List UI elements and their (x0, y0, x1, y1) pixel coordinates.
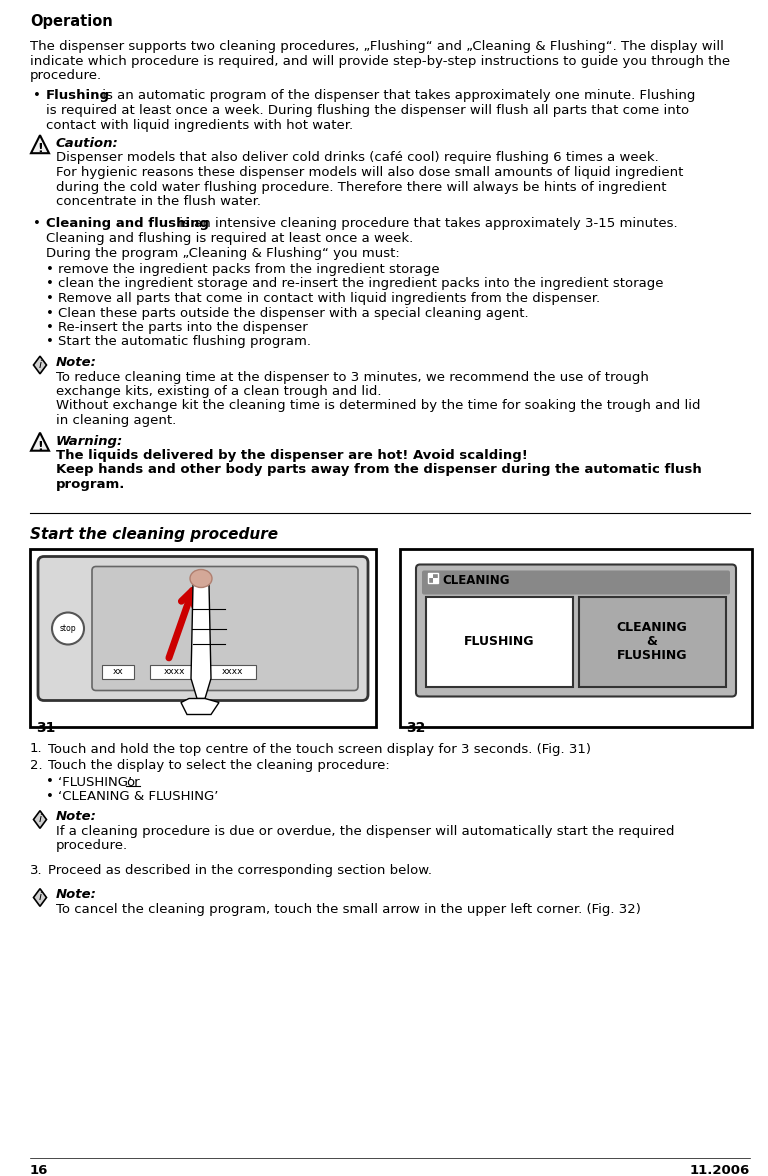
Text: 3.: 3. (30, 864, 43, 877)
Text: ‘FLUSHING’: ‘FLUSHING’ (58, 775, 137, 788)
Text: Clean these parts outside the dispenser with a special cleaning agent.: Clean these parts outside the dispenser … (58, 307, 528, 320)
Polygon shape (181, 699, 219, 715)
Text: To reduce cleaning time at the dispenser to 3 minutes, we recommend the use of t: To reduce cleaning time at the dispenser… (56, 370, 649, 383)
Text: xxxx: xxxx (221, 667, 243, 676)
Text: in cleaning agent.: in cleaning agent. (56, 414, 176, 427)
FancyBboxPatch shape (416, 564, 736, 696)
Text: or: or (126, 775, 140, 788)
Text: During the program „Cleaning & Flushing“ you must:: During the program „Cleaning & Flushing“… (46, 247, 400, 260)
Text: Operation: Operation (30, 14, 113, 29)
Text: •: • (46, 263, 54, 276)
Text: The dispenser supports two cleaning procedures, „Flushing“ and „Cleaning & Flush: The dispenser supports two cleaning proc… (30, 40, 724, 53)
Bar (428, 573, 438, 582)
Bar (579, 596, 726, 687)
Text: Note:: Note: (56, 810, 97, 823)
Text: xx: xx (113, 667, 124, 676)
Text: CLEANING: CLEANING (617, 621, 687, 634)
Text: Warning:: Warning: (56, 434, 123, 448)
Bar (150, 664, 198, 679)
Text: Caution:: Caution: (56, 136, 119, 151)
Text: clean the ingredient storage and re-insert the ingredient packs into the ingredi: clean the ingredient storage and re-inse… (58, 278, 664, 290)
Text: contact with liquid ingredients with hot water.: contact with liquid ingredients with hot… (46, 119, 353, 132)
Text: i: i (38, 893, 41, 902)
Text: •: • (33, 218, 41, 230)
Text: Proceed as described in the corresponding section below.: Proceed as described in the correspondin… (48, 864, 432, 877)
Text: ‘CLEANING & FLUSHING’: ‘CLEANING & FLUSHING’ (58, 790, 218, 803)
Text: •: • (46, 321, 54, 334)
Text: Without exchange kit the cleaning time is determined by the time for soaking the: Without exchange kit the cleaning time i… (56, 400, 700, 413)
Text: The liquids delivered by the dispenser are hot! Avoid scalding!: The liquids delivered by the dispenser a… (56, 449, 528, 462)
Text: •: • (46, 790, 54, 803)
Text: procedure.: procedure. (56, 840, 128, 853)
Text: 32: 32 (406, 721, 425, 735)
Text: xxxx: xxxx (164, 667, 185, 676)
Text: •: • (46, 775, 54, 788)
Text: &: & (647, 635, 657, 648)
Text: i: i (38, 815, 41, 824)
Polygon shape (34, 810, 47, 828)
Text: procedure.: procedure. (30, 69, 102, 82)
FancyBboxPatch shape (38, 556, 368, 701)
Bar (426, 596, 573, 687)
Text: is an automatic program of the dispenser that takes approximately one minute. Fl: is an automatic program of the dispenser… (98, 89, 695, 102)
Text: stop: stop (60, 624, 76, 633)
Text: Start the automatic flushing program.: Start the automatic flushing program. (58, 335, 311, 348)
FancyBboxPatch shape (92, 567, 358, 690)
Text: 1.: 1. (30, 742, 43, 755)
Circle shape (52, 613, 84, 644)
Text: exchange kits, existing of a clean trough and lid.: exchange kits, existing of a clean troug… (56, 385, 382, 397)
Text: concentrate in the flush water.: concentrate in the flush water. (56, 195, 261, 208)
Text: Dispenser models that also deliver cold drinks (café cool) require flushing 6 ti: Dispenser models that also deliver cold … (56, 152, 659, 165)
Text: indicate which procedure is required, and will provide step-by-step instructions: indicate which procedure is required, an… (30, 54, 730, 67)
Text: FLUSHING: FLUSHING (464, 635, 535, 648)
Polygon shape (31, 433, 49, 450)
Text: •: • (33, 89, 41, 102)
Text: FLUSHING: FLUSHING (617, 649, 687, 662)
Text: Note:: Note: (56, 356, 97, 369)
Text: 2.: 2. (30, 759, 43, 771)
Text: !: ! (37, 142, 43, 155)
Polygon shape (31, 135, 49, 153)
Bar (30, 548, 376, 727)
Ellipse shape (190, 569, 212, 588)
Text: •: • (46, 292, 54, 305)
Text: If a cleaning procedure is due or overdue, the dispenser will automatically star: If a cleaning procedure is due or overdu… (56, 826, 674, 838)
Text: Flushing: Flushing (46, 89, 110, 102)
Text: Touch the display to select the cleaning procedure:: Touch the display to select the cleaning… (48, 759, 389, 771)
Text: Touch and hold the top centre of the touch screen display for 3 seconds. (Fig. 3: Touch and hold the top centre of the tou… (48, 742, 591, 755)
FancyBboxPatch shape (422, 570, 730, 595)
Bar (433, 577, 438, 582)
Text: •: • (46, 278, 54, 290)
Polygon shape (191, 584, 211, 699)
Text: remove the ingredient packs from the ingredient storage: remove the ingredient packs from the ing… (58, 263, 439, 276)
Text: Cleaning and flushing: Cleaning and flushing (46, 218, 209, 230)
Text: CLEANING: CLEANING (442, 574, 509, 587)
Polygon shape (34, 356, 47, 374)
Text: Re-insert the parts into the dispenser: Re-insert the parts into the dispenser (58, 321, 308, 334)
Text: •: • (46, 335, 54, 348)
Bar (400, 548, 752, 727)
Text: 11.2006: 11.2006 (690, 1164, 750, 1176)
Text: •: • (46, 307, 54, 320)
Text: Start the cleaning procedure: Start the cleaning procedure (30, 527, 278, 541)
Text: 16: 16 (30, 1164, 48, 1176)
Text: Note:: Note: (56, 889, 97, 902)
Text: during the cold water flushing procedure. Therefore there will always be hints o: during the cold water flushing procedure… (56, 180, 667, 194)
Text: Remove all parts that come in contact with liquid ingredients from the dispenser: Remove all parts that come in contact wi… (58, 292, 600, 305)
Text: Cleaning and flushing is required at least once a week.: Cleaning and flushing is required at lea… (46, 232, 413, 245)
Polygon shape (34, 889, 47, 907)
Bar (102, 664, 134, 679)
Text: is an intensive cleaning procedure that takes approximately 3-15 minutes.: is an intensive cleaning procedure that … (175, 218, 677, 230)
Bar (428, 573, 433, 577)
Text: program.: program. (56, 477, 125, 492)
Text: To cancel the cleaning program, touch the small arrow in the upper left corner. : To cancel the cleaning program, touch th… (56, 903, 641, 916)
Text: Keep hands and other body parts away from the dispenser during the automatic flu: Keep hands and other body parts away fro… (56, 463, 702, 476)
Text: 31: 31 (36, 721, 55, 735)
Text: For hygienic reasons these dispenser models will also dose small amounts of liqu: For hygienic reasons these dispenser mod… (56, 166, 684, 179)
Bar (208, 664, 256, 679)
Text: !: ! (37, 440, 43, 453)
Text: i: i (38, 360, 41, 370)
Text: is required at least once a week. During flushing the dispenser will flush all p: is required at least once a week. During… (46, 103, 689, 116)
